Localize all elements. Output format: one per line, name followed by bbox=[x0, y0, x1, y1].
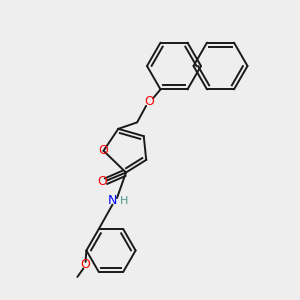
Text: H: H bbox=[119, 196, 128, 206]
Text: N: N bbox=[108, 194, 117, 208]
Text: O: O bbox=[97, 175, 107, 188]
Text: O: O bbox=[80, 258, 90, 272]
Text: O: O bbox=[99, 144, 109, 157]
Text: O: O bbox=[144, 95, 154, 108]
